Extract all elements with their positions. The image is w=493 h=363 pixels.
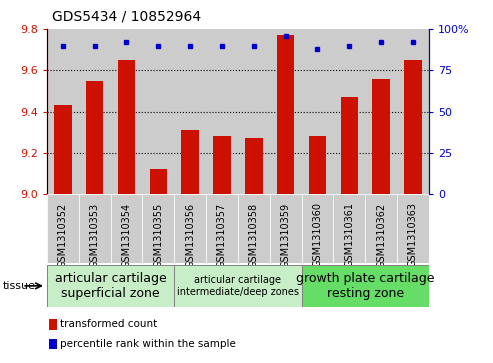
Text: percentile rank within the sample: percentile rank within the sample [60, 339, 236, 349]
Bar [302, 194, 333, 263]
Bar [47, 194, 79, 263]
Bar [365, 194, 397, 263]
Bar [47, 29, 79, 194]
Bar [333, 29, 365, 194]
Bar [174, 194, 206, 263]
Bar [341, 97, 358, 194]
Bar [309, 136, 326, 194]
Bar [110, 29, 142, 194]
Bar [302, 29, 333, 194]
Text: GSM1310353: GSM1310353 [90, 203, 100, 268]
Text: tissue: tissue [2, 281, 35, 291]
Bar [277, 35, 294, 194]
Bar [270, 29, 302, 194]
Bar [79, 194, 110, 263]
Bar [365, 29, 397, 194]
Bar [302, 265, 429, 307]
Text: articular cartilage
intermediate/deep zones: articular cartilage intermediate/deep zo… [177, 275, 299, 297]
Bar [149, 170, 167, 194]
Text: GSM1310363: GSM1310363 [408, 203, 418, 268]
Bar [86, 81, 104, 194]
Bar [174, 265, 302, 307]
Bar [213, 136, 231, 194]
Bar [206, 194, 238, 263]
Text: GSM1310361: GSM1310361 [344, 203, 354, 268]
Bar [47, 265, 174, 307]
Bar [397, 194, 429, 263]
Bar [142, 194, 174, 263]
Bar [54, 105, 71, 194]
Bar [174, 29, 206, 194]
Bar [238, 29, 270, 194]
Bar [49, 339, 57, 349]
Text: GSM1310359: GSM1310359 [281, 203, 291, 268]
Text: GSM1310352: GSM1310352 [58, 203, 68, 268]
Bar [118, 60, 135, 194]
Bar [372, 78, 390, 194]
Text: articular cartilage
superficial zone: articular cartilage superficial zone [55, 272, 167, 300]
Bar [79, 29, 110, 194]
Text: transformed count: transformed count [60, 319, 157, 329]
Text: GSM1310357: GSM1310357 [217, 203, 227, 268]
Text: GSM1310354: GSM1310354 [121, 203, 132, 268]
Bar [333, 194, 365, 263]
Text: GSM1310355: GSM1310355 [153, 203, 163, 268]
Text: GDS5434 / 10852964: GDS5434 / 10852964 [52, 9, 201, 24]
Text: GSM1310360: GSM1310360 [313, 203, 322, 268]
Bar [404, 60, 422, 194]
Bar [397, 29, 429, 194]
Text: GSM1310358: GSM1310358 [249, 203, 259, 268]
Text: GSM1310356: GSM1310356 [185, 203, 195, 268]
Bar [142, 29, 174, 194]
Bar [49, 319, 57, 330]
Bar [181, 130, 199, 194]
Text: growth plate cartilage
resting zone: growth plate cartilage resting zone [296, 272, 434, 300]
Bar [245, 138, 263, 194]
Bar [270, 194, 302, 263]
Bar [110, 194, 142, 263]
Bar [206, 29, 238, 194]
Bar [238, 194, 270, 263]
Text: GSM1310362: GSM1310362 [376, 203, 386, 268]
